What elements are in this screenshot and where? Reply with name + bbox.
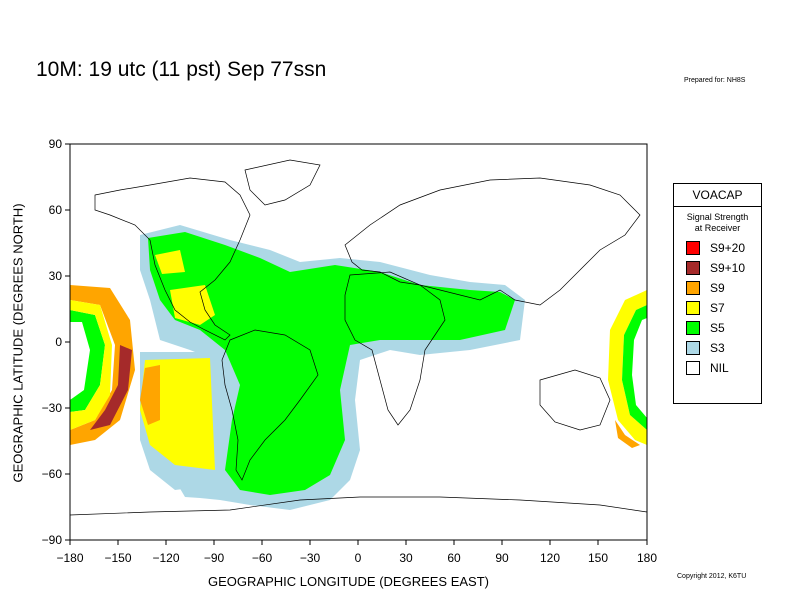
legend-item-nil: NIL (686, 358, 761, 378)
x-tick-label: 0 (354, 551, 362, 565)
legend-item-s9: S9 (686, 278, 761, 298)
legend-swatch (686, 321, 700, 335)
x-tick-label: −120 (152, 551, 180, 565)
greenland-outline (244, 159, 321, 206)
legend-subtitle-line: Signal Strength (686, 212, 749, 222)
s7-region-north-america (155, 250, 185, 274)
y-tick-label: 30 (48, 269, 62, 283)
legend-label: S9+10 (710, 261, 746, 275)
north-america-outline (94, 177, 251, 341)
x-tick-label: 180 (636, 551, 658, 565)
y-tick-label: −60 (41, 467, 62, 481)
x-tick-label: −180 (56, 551, 84, 565)
axis-ticks (65, 143, 648, 545)
y-tick-label: 60 (48, 203, 62, 217)
legend: VOACAP Signal Strength at Receiver S9+20… (673, 183, 762, 404)
legend-swatch (686, 261, 700, 275)
legend-item-s9p20: S9+20 (686, 238, 761, 258)
y-tick-label: 0 (55, 335, 62, 349)
s9-ring-east (615, 420, 640, 448)
legend-swatch (686, 301, 700, 315)
x-tick-label: 150 (587, 551, 609, 565)
legend-swatch (686, 361, 700, 375)
x-tick-label: 60 (447, 551, 461, 565)
y-tick-label: −30 (41, 401, 62, 415)
s9-region-pacific (140, 365, 160, 425)
s5-region (148, 232, 515, 495)
legend-label: NIL (710, 361, 729, 375)
legend-title: VOACAP (674, 184, 761, 207)
legend-item-s5: S5 (686, 318, 761, 338)
prepared-for-note: Prepared for: NH8S (684, 77, 746, 84)
x-tick-label: 30 (399, 551, 413, 565)
legend-label: S3 (710, 341, 725, 355)
legend-item-s7: S7 (686, 298, 761, 318)
antarctica-outline (70, 496, 647, 516)
legend-swatch (686, 281, 700, 295)
legend-label: S9 (710, 281, 725, 295)
coastlines (70, 159, 647, 516)
y-tick-label: 90 (48, 137, 62, 151)
europe-asia-outline (344, 177, 641, 306)
s5-ring-east (622, 305, 647, 430)
s7-ring-west (70, 300, 112, 430)
legend-swatch (686, 241, 700, 255)
x-tick-label: 120 (539, 551, 561, 565)
x-tick-label: −150 (104, 551, 132, 565)
copyright-note: Copyright 2012, K6TU (677, 573, 747, 580)
africa-outline (344, 271, 446, 426)
x-tick-label: −60 (251, 551, 273, 565)
x-axis-label: GEOGRAPHIC LONGITUDE (DEGREES EAST) (208, 574, 489, 589)
legend-label: S7 (710, 301, 725, 315)
s5-ring-west (70, 310, 105, 412)
legend-subtitle: Signal Strength at Receiver (674, 212, 761, 234)
map-title: 10M: 19 utc (11 pst) Sep 77ssn (36, 58, 327, 81)
x-tick-label: −90 (203, 551, 225, 565)
australia-outline (539, 369, 611, 431)
s9p10-ring-west (90, 345, 132, 430)
legend-label: S9+20 (710, 241, 746, 255)
coverage-layer (70, 225, 647, 510)
y-axis-label: GEOGRAPHIC LATITUDE (DEGREES NORTH) (10, 203, 26, 483)
x-tick-label: 90 (495, 551, 509, 565)
y-tick-label: −90 (41, 533, 62, 547)
south-america-outline (221, 329, 319, 481)
s7-ring-east (608, 290, 647, 445)
x-tick-label: −30 (299, 551, 321, 565)
legend-item-s3: S3 (686, 338, 761, 358)
legend-subtitle-line: at Receiver (694, 223, 741, 233)
legend-item-s9p10: S9+10 (686, 258, 761, 278)
legend-label: S5 (710, 321, 725, 335)
legend-swatch (686, 341, 700, 355)
